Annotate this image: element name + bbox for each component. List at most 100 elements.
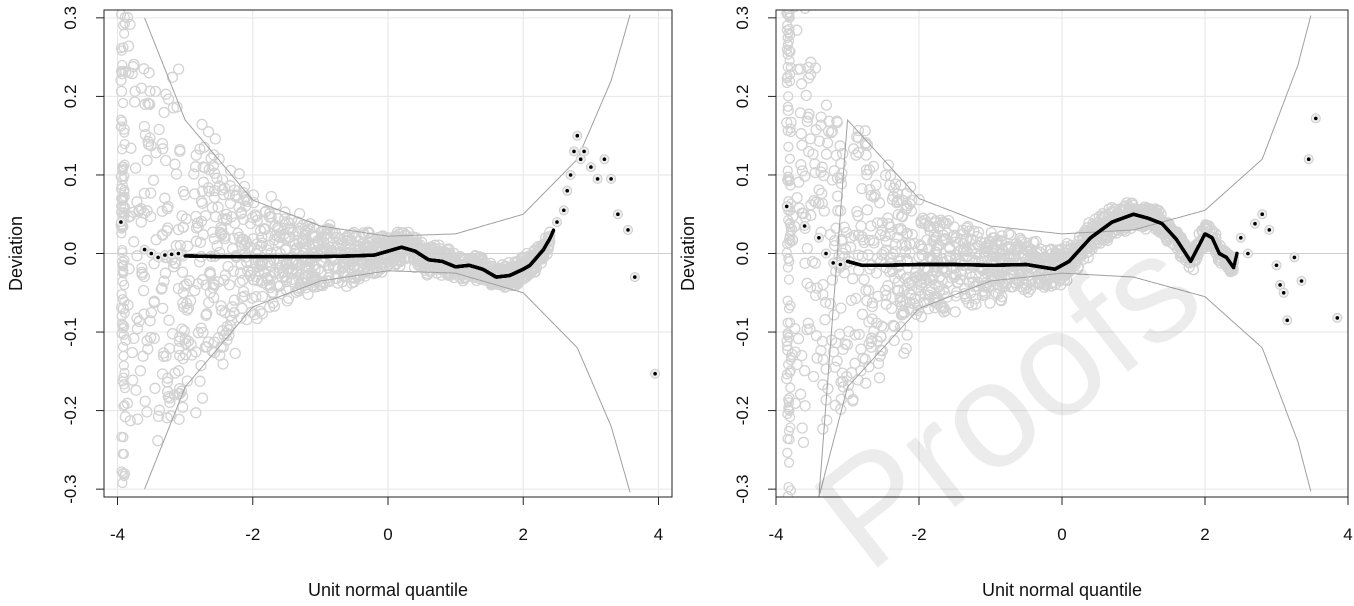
residual-point [159, 267, 172, 279]
residual-point [801, 277, 813, 289]
residual-point [287, 264, 299, 276]
residual-point [1022, 286, 1034, 298]
data-point [616, 212, 620, 216]
residual-point [834, 172, 847, 184]
residual-point [816, 187, 828, 200]
residual-point [811, 352, 823, 364]
residual-point [894, 321, 907, 333]
residual-point [267, 297, 279, 309]
residual-point [1123, 218, 1135, 230]
residual-point [181, 240, 194, 252]
residual-point [813, 135, 825, 147]
residual-point [492, 263, 504, 275]
residual-point [204, 266, 216, 278]
residual-point [220, 327, 232, 339]
residual-point [784, 411, 796, 423]
residual-point [115, 85, 128, 98]
residual-point [152, 410, 165, 423]
residual-point [859, 125, 871, 137]
data-point [149, 251, 154, 256]
residual-point [861, 204, 873, 216]
x-tick-label: -2 [911, 525, 926, 544]
residual-point [163, 342, 176, 355]
y-tick-label: -0.1 [61, 317, 80, 346]
residual-point [367, 240, 380, 253]
residual-point [195, 359, 207, 372]
data-point [824, 251, 828, 256]
residual-point [459, 272, 471, 284]
residual-point [177, 185, 189, 198]
residual-point [174, 387, 186, 400]
residual-point [156, 228, 168, 241]
residual-point [117, 97, 129, 109]
residual-point [249, 308, 261, 321]
y-tick-label: -0.1 [733, 317, 752, 346]
residual-point [119, 28, 130, 39]
residual-point [852, 124, 865, 137]
residual-point [229, 347, 241, 360]
data-point [568, 173, 573, 177]
residual-point [261, 279, 273, 291]
residual-point [948, 221, 960, 233]
residual-point [138, 120, 151, 133]
residual-point [117, 59, 128, 71]
residual-point [852, 210, 864, 222]
residual-point [235, 236, 247, 248]
residual-point [117, 247, 128, 258]
residual-point [309, 230, 322, 242]
residual-point [119, 127, 130, 138]
residual-point [195, 322, 207, 334]
residual-point [129, 162, 142, 174]
worm-series [183, 228, 556, 279]
residual-point [258, 223, 270, 235]
residual-point [1165, 228, 1177, 241]
data-point [1260, 212, 1264, 216]
residual-point [141, 205, 153, 217]
data-point [1314, 116, 1318, 121]
residual-point [796, 139, 808, 151]
residual-point [809, 289, 822, 302]
residual-point [852, 249, 865, 261]
residual-point [192, 221, 204, 233]
residual-point [889, 178, 902, 190]
residual-point [783, 274, 795, 285]
residual-point [116, 289, 127, 300]
residual-point [118, 123, 130, 135]
residual-point [116, 466, 127, 477]
residual-point [174, 349, 186, 362]
residual-point [830, 149, 842, 162]
residual-point [272, 213, 284, 225]
data-point [1267, 228, 1272, 232]
residual-point [849, 357, 861, 369]
residual-point [917, 212, 929, 224]
residual-point [835, 302, 847, 314]
residual-point [782, 262, 794, 273]
residual-point [241, 313, 253, 326]
residual-point [118, 401, 129, 412]
residual-point [318, 230, 330, 243]
residual-point [168, 389, 181, 401]
y-tick-label: 0.2 [61, 85, 80, 109]
residual-point [781, 73, 792, 84]
residual-point [308, 281, 320, 293]
residual-point [236, 240, 248, 252]
residual-point [435, 247, 447, 259]
residual-point [816, 161, 828, 173]
residual-point [321, 243, 333, 255]
residual-point [784, 237, 795, 249]
residual-point [147, 174, 160, 186]
residual-point [339, 259, 352, 271]
residual-point [162, 372, 174, 384]
residual-point [781, 77, 793, 89]
residual-point [875, 331, 887, 343]
residual-point [142, 135, 154, 148]
residual-point [144, 331, 157, 344]
residual-point [150, 147, 162, 159]
residual-point [194, 375, 206, 387]
data-point [575, 133, 580, 138]
residual-point [915, 215, 927, 227]
residual-point [831, 116, 843, 129]
residual-point [136, 268, 148, 281]
x-tick-label: 2 [1200, 525, 1209, 544]
residual-point [269, 220, 282, 232]
